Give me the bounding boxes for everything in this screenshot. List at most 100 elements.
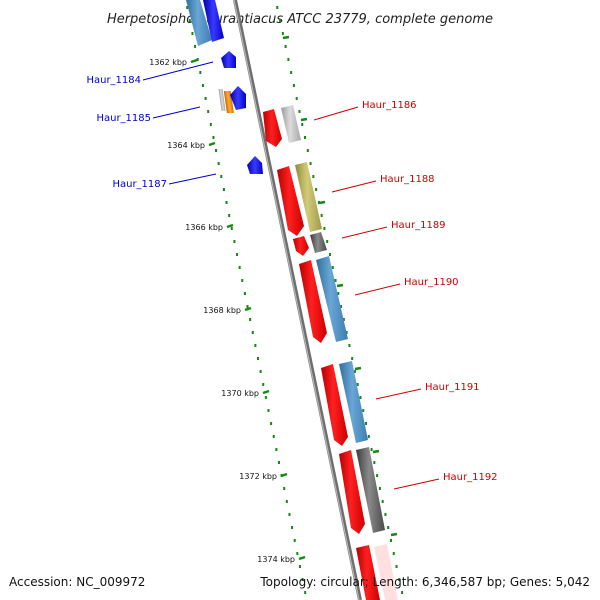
minor-tick	[318, 200, 326, 205]
tick-dot	[243, 292, 246, 295]
minor-tick	[336, 283, 344, 288]
tick-dot	[254, 344, 257, 347]
tick-dot	[270, 422, 273, 425]
gene-leader-line	[393, 478, 440, 490]
tick-dot	[281, 32, 284, 35]
major-tick	[208, 141, 216, 147]
tick-dot	[267, 409, 270, 412]
tick-label: 1364 kbp	[167, 141, 205, 150]
tick-dot	[301, 123, 304, 126]
tick-dot	[262, 383, 265, 386]
tick-dot	[292, 84, 295, 87]
tick-dot	[370, 448, 373, 451]
tick-label: 1374 kbp	[257, 555, 295, 564]
gene-label[interactable]: Haur_1192	[443, 472, 498, 483]
gene-label[interactable]: Haur_1188	[380, 174, 435, 185]
tick-label: 1368 kbp	[203, 306, 241, 315]
gene-leader-line	[152, 106, 201, 119]
gene-label[interactable]: Haur_1186	[362, 100, 417, 111]
tick-dot	[233, 240, 236, 243]
tick-dot	[351, 357, 354, 360]
tick-dot	[337, 292, 340, 295]
tick-dot	[264, 396, 267, 399]
major-tick	[244, 306, 252, 312]
tick-dot	[323, 227, 326, 230]
tick-dot	[201, 84, 204, 87]
feature-haur-1189-partner	[310, 232, 327, 253]
major-tick	[280, 472, 288, 478]
backbone-line	[233, 0, 362, 600]
minor-tick	[282, 35, 290, 40]
feature-haur-1184	[221, 51, 236, 68]
tick-dot	[317, 201, 320, 204]
feature-haur-1190-partner	[316, 256, 348, 342]
gene-label[interactable]: Haur_1189	[391, 220, 446, 231]
major-tick	[226, 223, 234, 229]
tick-dot	[296, 552, 299, 555]
tick-dot	[285, 500, 288, 503]
gene-label[interactable]: Haur_1187	[112, 179, 167, 190]
gene-leader-line	[168, 173, 217, 185]
tick-dot	[249, 318, 252, 321]
tick-dot	[291, 526, 294, 529]
gene-label[interactable]: Haur_1185	[96, 113, 151, 124]
minor-tick	[300, 117, 308, 122]
tick-dot	[331, 266, 334, 269]
tick-dot	[230, 227, 233, 230]
tick-dot	[284, 45, 287, 48]
accession-text: Accession: NC_009972	[9, 575, 145, 589]
tick-dot	[367, 435, 370, 438]
tick-labels: 1362 kbp 1364 kbp 1366 kbp 1368 kbp 1370 kbp…	[149, 58, 295, 564]
feature-haur-1192	[339, 450, 365, 534]
gene-label[interactable]: Haur_1184	[86, 75, 141, 86]
tick-dot	[362, 409, 365, 412]
feature-haur-1190	[299, 260, 327, 343]
feature-haur-1191-partner	[339, 361, 368, 443]
tick-dot	[259, 370, 262, 373]
feature-haur-1187	[247, 156, 263, 174]
tick-dot	[365, 422, 368, 425]
tick-dot	[290, 71, 293, 74]
map-title: Herpetosiphon aurantiacus ATCC 23779, co…	[107, 12, 493, 27]
tick-dot	[204, 97, 207, 100]
tick-label: 1362 kbp	[149, 58, 187, 67]
tick-dot	[256, 357, 259, 360]
tick-dot	[279, 19, 282, 22]
gene-leader-line	[341, 226, 388, 239]
major-tick	[262, 389, 270, 395]
tick-dot	[212, 136, 215, 139]
tick-dot	[209, 123, 212, 126]
tick-dot	[276, 6, 279, 9]
tick-dot	[295, 97, 298, 100]
tick-dot	[320, 214, 323, 217]
tick-dot	[381, 500, 384, 503]
feature-partial-bottom-partner	[374, 544, 398, 600]
gene-leader-line	[331, 180, 377, 193]
tick-dot	[199, 71, 202, 74]
gene-label[interactable]: Haur_1191	[425, 382, 480, 393]
gene-label[interactable]: Haur_1190	[404, 277, 459, 288]
gene-features	[186, 0, 398, 600]
tick-dot	[389, 539, 392, 542]
feature-haur-1192-partner	[356, 447, 385, 533]
backbone-highlight	[233, 0, 360, 600]
feature-haur-1188-partner	[295, 162, 322, 232]
minor-tick	[390, 532, 398, 537]
major-tick	[190, 58, 198, 64]
tick-label: 1366 kbp	[185, 223, 223, 232]
tick-dot	[304, 591, 307, 594]
tick-dot	[277, 461, 280, 464]
feature-haur-1185	[230, 86, 246, 110]
tick-dot	[241, 279, 244, 282]
tick-dot	[298, 110, 301, 113]
tick-dot	[246, 305, 249, 308]
feature-partial-bottom	[356, 545, 380, 600]
feature-haur-1189	[293, 236, 309, 256]
feature-haur-1186-partner	[281, 105, 301, 143]
tick-dot	[376, 474, 379, 477]
tick-dots	[186, 6, 404, 594]
tick-dot	[272, 435, 275, 438]
tick-dot	[196, 58, 199, 61]
minor-tick	[354, 366, 362, 371]
tick-dot	[306, 149, 309, 152]
